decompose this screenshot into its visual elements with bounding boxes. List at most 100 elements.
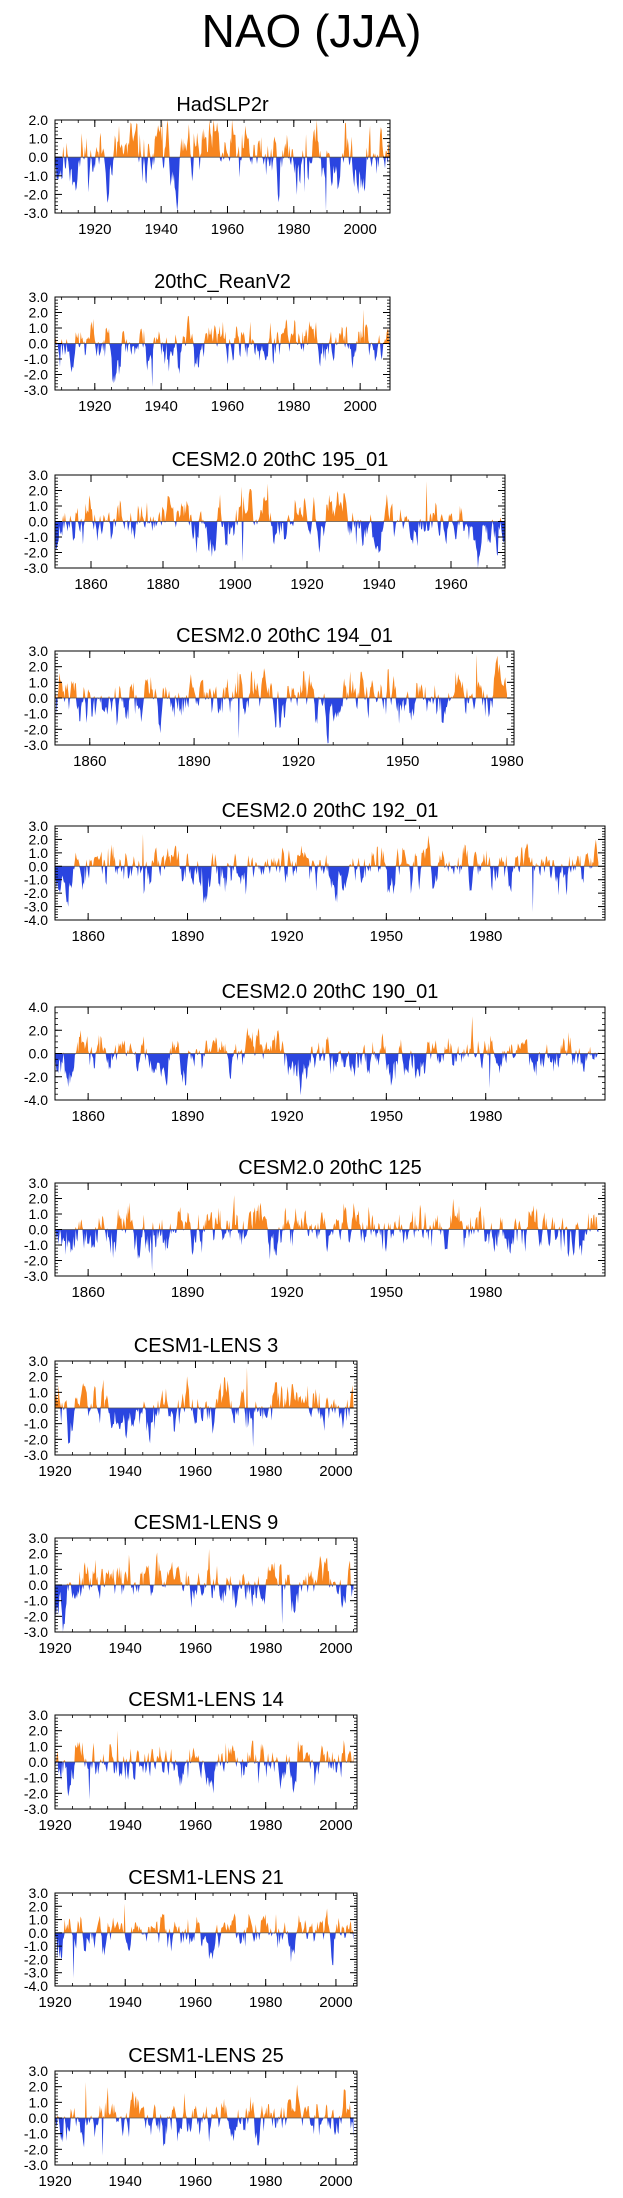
- x-tick-label: 1940: [109, 1463, 142, 1480]
- y-tick-label: -4.0: [24, 912, 48, 928]
- x-tick-label: 1920: [38, 1994, 71, 2011]
- y-tick-label: 2.0: [29, 1898, 49, 1914]
- nao-panel-12: CESM1-LENS 25 -3.0-2.0-1.00.01.02.03.0 192…: [24, 2045, 358, 2190]
- y-tick-label: 1.0: [29, 1384, 49, 1400]
- x-tick-label: 1940: [362, 576, 395, 593]
- y-tick-label: -3.0: [24, 205, 48, 221]
- x-tick-label: 1860: [71, 1108, 104, 1125]
- y-tick-label: -3.0: [24, 560, 48, 576]
- y-tick-label: -2.0: [24, 721, 48, 737]
- x-tick-label: 1960: [179, 2173, 212, 2190]
- x-tick-label: 1940: [109, 2173, 142, 2190]
- y-tick-label: 0.0: [29, 690, 49, 706]
- x-tick-label: 2000: [319, 1817, 352, 1834]
- page-title: NAO (JJA): [201, 5, 422, 57]
- x-tick-label: 1860: [71, 928, 104, 945]
- x-tick-label: 1960: [179, 1994, 212, 2011]
- y-tick-label: -2.0: [24, 885, 48, 901]
- y-tick-label: 1.0: [29, 1561, 49, 1577]
- negative-area: [55, 157, 390, 212]
- y-tick-label: -2.0: [24, 1253, 48, 1269]
- nao-panel-6: CESM2.0 20thC 190_01 -4.0 -2.0 0.0 2.0 4.0 186…: [24, 981, 606, 1125]
- panel-title: CESM2.0 20thC 192_01: [222, 800, 439, 822]
- negative-area: [55, 1053, 599, 1096]
- y-tick-label: 2.0: [29, 305, 49, 321]
- plot-frame: [54, 119, 391, 214]
- y-tick-label: -2.0: [24, 1069, 48, 1085]
- x-tick-label: 1920: [270, 1284, 303, 1301]
- y-tick-label: 1.0: [29, 1912, 49, 1928]
- x-tick-label: 1920: [38, 2173, 71, 2190]
- y-tick-label: 2.0: [29, 112, 49, 128]
- y-tick-label: -3.0: [24, 1268, 48, 1284]
- y-tick-label: 4.0: [29, 999, 49, 1015]
- y-tick-label: 1.0: [29, 498, 49, 514]
- x-tick-label: 1980: [277, 221, 310, 238]
- y-tick-label: -3.0: [24, 899, 48, 915]
- x-tick-label: 1960: [211, 398, 244, 415]
- x-tick-label: 1950: [370, 1284, 403, 1301]
- y-tick-label: -2.0: [24, 2141, 48, 2157]
- x-tick-label: 1890: [171, 1284, 204, 1301]
- nao-panel-9: CESM1-LENS 9 -3.0-2.0-1.00.01.02.03.0 1920…: [24, 1512, 358, 1657]
- y-tick-label: 3.0: [29, 2063, 49, 2079]
- x-tick-label: 2000: [343, 221, 376, 238]
- y-tick-label: 3.0: [29, 643, 49, 659]
- positive-area: [55, 1194, 599, 1230]
- positive-area: [55, 120, 390, 158]
- nao-panel-5: CESM2.0 20thC 192_01-4.0-3.0-2.0-1.00.01…: [24, 800, 606, 945]
- y-tick-label: -2.0: [24, 367, 48, 383]
- panel-title: CESM1-LENS 9: [134, 1512, 279, 1534]
- y-tick-label: 0.0: [29, 1577, 49, 1593]
- y-tick-label: 3.0: [29, 289, 49, 305]
- nao-panel-2: 20thC_ReanV2 -3.0-2.0-1.00.01.02.03.0 1920…: [24, 271, 391, 415]
- y-tick-label: -2.0: [24, 186, 48, 202]
- positive-area: [55, 1548, 354, 1585]
- y-tick-label: -1.0: [24, 1237, 48, 1253]
- x-tick-label: 2000: [319, 1463, 352, 1480]
- negative-area: [55, 343, 390, 387]
- panel-title: 20thC_ReanV2: [154, 271, 291, 293]
- x-tick-label: 1980: [249, 2173, 282, 2190]
- y-tick-label: -1.0: [24, 1938, 48, 1954]
- x-tick-label: 1980: [469, 1108, 502, 1125]
- y-tick-label: 1.0: [29, 320, 49, 336]
- x-tick-label: 1960: [179, 1463, 212, 1480]
- y-tick-label: 0.0: [29, 1222, 49, 1238]
- x-tick-label: 1950: [386, 753, 419, 770]
- x-tick-label: 1940: [109, 1994, 142, 2011]
- x-tick-label: 1950: [370, 928, 403, 945]
- y-tick-label: 1.0: [29, 2094, 49, 2110]
- plot-frame: [54, 825, 606, 921]
- y-tick-label: -1.0: [24, 706, 48, 722]
- positive-area: [55, 309, 390, 344]
- positive-area: [55, 1730, 354, 1762]
- y-tick-label: 0.0: [29, 1754, 49, 1770]
- x-tick-label: 2000: [319, 1994, 352, 2011]
- x-tick-label: 1890: [171, 928, 204, 945]
- y-tick-label: -1.0: [24, 1416, 48, 1432]
- negative-area: [55, 1932, 354, 1979]
- y-tick-label: 2.0: [29, 2079, 49, 2095]
- positive-area: [55, 1016, 599, 1054]
- y-tick-label: 0.0: [29, 1046, 49, 1062]
- x-tick-label: 1980: [249, 1994, 282, 2011]
- panel-title: CESM1-LENS 25: [128, 2045, 284, 2067]
- y-tick-label: -1.0: [24, 351, 48, 367]
- panel-title: CESM1-LENS 14: [128, 1689, 284, 1711]
- panel-title: CESM2.0 20thC 194_01: [176, 625, 393, 647]
- y-tick-label: 3.0: [29, 1530, 49, 1546]
- positive-area: [55, 1903, 354, 1933]
- y-tick-label: -3.0: [24, 1624, 48, 1640]
- y-tick-label: -1.0: [24, 872, 48, 888]
- nao-panel-10: CESM1-LENS 14 -3.0-2.0-1.00.01.02.03.0 192…: [24, 1689, 358, 1834]
- x-tick-label: 1860: [74, 576, 107, 593]
- x-tick-label: 1940: [144, 221, 177, 238]
- y-tick-label: 0.0: [29, 1925, 49, 1941]
- y-tick-label: -3.0: [24, 737, 48, 753]
- y-tick-label: 1.0: [29, 131, 49, 147]
- y-tick-label: -4.0: [24, 1092, 48, 1108]
- nao-panel-1: HadSLP2r -3.0 -2.0 -1.0 0.0 1.0 2.0 1920 1940 196…: [24, 94, 391, 238]
- x-tick-label: 1980: [249, 1463, 282, 1480]
